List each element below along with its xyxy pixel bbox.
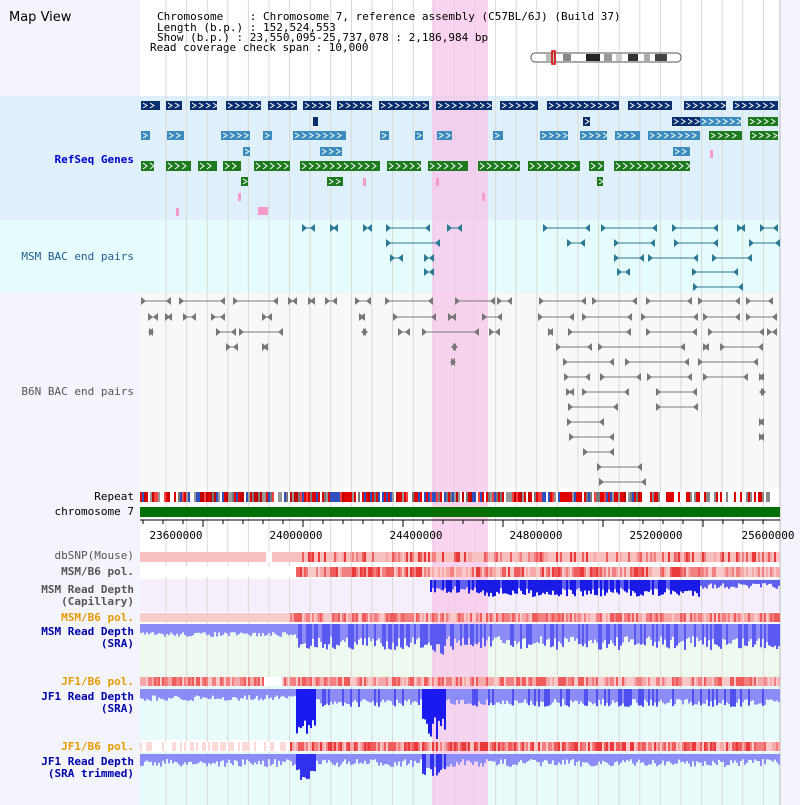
- gene-feature: [241, 177, 248, 186]
- track-label-msm-b6-pol: MSM/B6 pol.: [61, 565, 134, 578]
- track-label-msm-bac[interactable]: MSM BAC end pairs: [21, 250, 134, 263]
- show-range-info: Show (b.p.) : 23,550,095-25,737,078 : 2,…: [157, 31, 489, 44]
- gene-feature: [223, 161, 241, 171]
- gene-feature: [243, 147, 250, 156]
- coverage-span-info: Read coverage check span : 10,000: [150, 41, 369, 54]
- gene-feature: [254, 161, 290, 171]
- gene-marker: [238, 193, 241, 201]
- right-edge: [780, 0, 800, 805]
- gene-feature: [583, 117, 590, 126]
- axis-tick-label: 25200000: [630, 529, 683, 542]
- gene-feature: [387, 161, 421, 171]
- repeat-track[interactable]: [140, 492, 770, 502]
- track-label-jf1-depth-trimmed: JF1 Read Depth (SRA trimmed): [41, 755, 134, 780]
- track-label-repeat: Repeat: [94, 490, 134, 503]
- gene-feature: [313, 117, 318, 126]
- refseq-label-bg: [0, 96, 140, 220]
- gene-feature: [672, 117, 700, 126]
- gene-feature: [226, 101, 261, 110]
- axis-tick-label: 24400000: [390, 529, 443, 542]
- track-label-msm-b6-pol-2: MSM/B6 pol.: [61, 611, 134, 624]
- gene-marker: [710, 150, 713, 158]
- refseq-genes-track[interactable]: [141, 101, 778, 216]
- track-label-chromosome: chromosome 7: [54, 505, 134, 518]
- gene-feature: [478, 161, 520, 171]
- read-depth-tracks[interactable]: [140, 580, 780, 780]
- msm-bac-track[interactable]: [302, 224, 780, 291]
- gene-feature: [303, 101, 331, 110]
- gene-feature: [648, 131, 700, 140]
- position-axis: 23600000 24000000 24400000 24800000 25200000…: [140, 519, 795, 542]
- gene-marker: [436, 178, 439, 186]
- track-label-dbsnp: dbSNP(Mouse): [54, 549, 134, 562]
- gene-marker: [176, 208, 179, 216]
- gene-feature: [547, 101, 619, 110]
- gene-feature: [327, 177, 343, 186]
- polymorphism-heat-tracks[interactable]: [140, 552, 780, 751]
- axis-tick-label: 25600000: [742, 529, 795, 542]
- gene-feature: [263, 131, 272, 140]
- track-label-b6n-bac[interactable]: B6N BAC end pairs: [21, 385, 134, 398]
- gene-feature: [198, 161, 217, 171]
- gene-feature: [528, 161, 580, 171]
- length-info: Length (b.p.) : 152,524,553: [157, 21, 336, 34]
- gene-feature: [221, 131, 250, 140]
- page-title: Map View: [9, 10, 72, 25]
- gene-feature: [540, 131, 568, 140]
- gene-feature: [436, 101, 492, 110]
- gene-feature: [268, 101, 297, 110]
- gene-feature: [141, 131, 150, 140]
- gene-feature: [493, 131, 503, 140]
- gene-feature: [748, 117, 778, 126]
- gene-feature: [709, 131, 742, 140]
- gene-feature: [614, 161, 690, 171]
- axis-tick-label: 23600000: [150, 529, 203, 542]
- gene-feature: [628, 101, 672, 110]
- gene-feature: [750, 131, 778, 140]
- track-label-jf1-depth-sra: JF1 Read Depth (SRA): [41, 690, 134, 715]
- track-label-jf1-b6-pol: JF1/B6 pol.: [61, 675, 134, 688]
- chromosome-info: Chromosome : Chromosome 7, reference ass…: [157, 10, 621, 23]
- axis-tick-label: 24000000: [270, 529, 323, 542]
- gene-feature: [597, 177, 603, 186]
- gene-feature: [300, 161, 380, 171]
- gene-feature: [733, 101, 778, 110]
- gene-feature: [167, 131, 184, 140]
- chromosome-bar: [140, 507, 780, 517]
- gene-feature: [589, 161, 604, 171]
- gene-feature: [379, 101, 429, 110]
- gene-feature: [684, 101, 726, 110]
- gene-feature: [500, 101, 538, 110]
- gene-feature: [166, 101, 182, 110]
- track-label-refseq[interactable]: RefSeq Genes: [54, 153, 134, 166]
- gene-feature: [320, 147, 342, 156]
- gene-marker: [363, 178, 366, 186]
- b6n-bac-track[interactable]: [141, 297, 777, 486]
- gene-marker: [482, 193, 485, 201]
- gene-feature: [141, 101, 160, 110]
- gene-feature: [415, 131, 423, 140]
- track-label-jf1-b6-pol-2: JF1/B6 pol.: [61, 740, 134, 753]
- gene-feature: [673, 147, 690, 156]
- gene-feature: [380, 131, 389, 140]
- gene-feature: [437, 131, 452, 140]
- gene-feature: [337, 101, 372, 110]
- axis-tick-label: 24800000: [510, 529, 563, 542]
- track-label-msm-depth-sra: MSM Read Depth (SRA): [41, 625, 134, 650]
- track-label-msm-depth-capillary: MSM Read Depth (Capillary): [41, 583, 134, 608]
- chromosome-ideogram[interactable]: [530, 50, 682, 65]
- gene-marker: [258, 207, 268, 215]
